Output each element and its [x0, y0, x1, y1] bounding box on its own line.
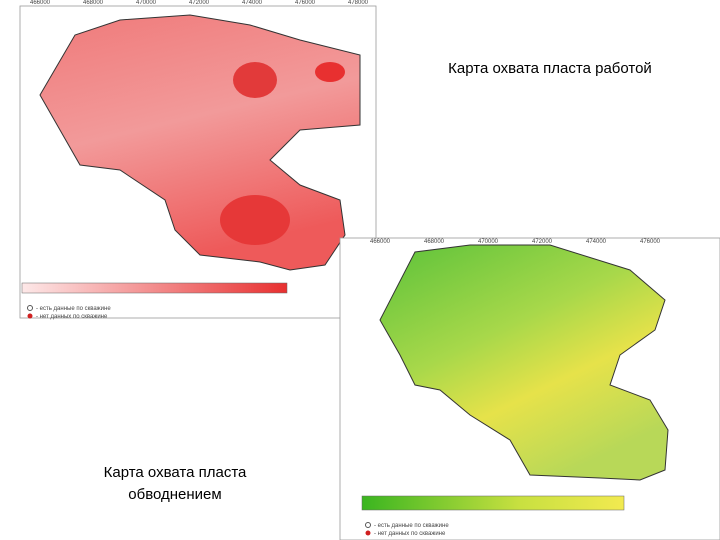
map-label: 476000: [640, 239, 661, 245]
map-flooding: [339, 237, 720, 540]
map-label: - нет данных по скважине: [36, 314, 108, 320]
legend-scale: [361, 495, 625, 511]
legend-symbol: [27, 313, 33, 319]
legend-symbol: [365, 530, 371, 536]
map-label: - нет данных по скважине: [374, 531, 446, 537]
map-label: 478000: [348, 0, 369, 6]
map-label: 470000: [136, 0, 157, 6]
hot-zone: [315, 62, 345, 82]
map-label: 472000: [532, 239, 553, 245]
flooding-area: [379, 244, 669, 481]
legend-symbol: [365, 522, 371, 528]
legend-symbol: [27, 305, 33, 311]
map-label: - есть данные по скважине: [36, 306, 111, 312]
map-label: 472000: [189, 0, 210, 6]
legend-scale: [21, 282, 288, 294]
map-label: 474000: [242, 0, 263, 6]
caption: Карта охвата пласта обводнением: [103, 464, 247, 503]
map-label: 466000: [370, 239, 391, 245]
map-label: 468000: [83, 0, 104, 6]
map-label: 468000: [424, 239, 445, 245]
map-work: [19, 5, 377, 319]
map-label: 474000: [586, 239, 607, 245]
map-label: 470000: [478, 239, 499, 245]
hot-zone: [233, 62, 277, 98]
map-label: 476000: [295, 0, 316, 6]
map-label: - есть данные по скважине: [374, 523, 449, 529]
caption: Карта охвата пласта работой: [448, 60, 652, 77]
map-label: 466000: [30, 0, 51, 6]
hot-zone: [220, 195, 290, 245]
